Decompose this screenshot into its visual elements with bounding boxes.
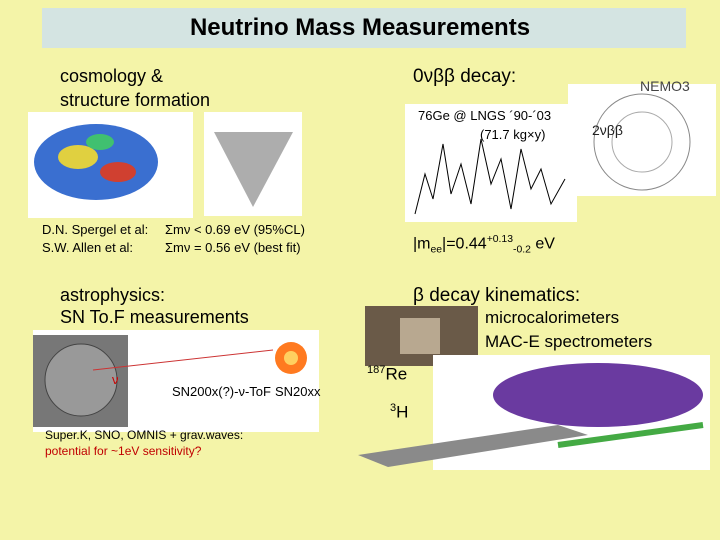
result-part: -0.2 (512, 244, 531, 256)
supernova-image (33, 330, 319, 432)
heading: astrophysics: (60, 285, 166, 305)
title-box (42, 8, 686, 48)
result: |mee|=0.44+0.13-0.2 eV (413, 234, 555, 256)
plot-label: 76Ge @ LNGS ´90-´03 (418, 108, 552, 123)
method: microcalorimeters (485, 308, 620, 327)
reference-result: Σmν = 0.56 eV (best fit) (165, 240, 301, 255)
reference-result: Σmν < 0.69 eV (95%CL) (165, 222, 305, 237)
note: potential for ~1eV sensitivity? (45, 444, 202, 458)
image-label: SN200x(?)-ν-ToF (172, 384, 271, 399)
result-part: |=0.44 (442, 235, 487, 253)
isotope-mass: 187 (367, 364, 386, 376)
nemo3-image (568, 84, 716, 196)
mode-label: 2νββ (592, 122, 623, 138)
image-label: SN20xx (275, 384, 321, 399)
isotope-symbol: Re (385, 364, 408, 384)
result-part: ee (430, 244, 443, 256)
note: Super.K, SNO, OMNIS + grav.waves: (45, 428, 244, 442)
cosmology-images (28, 112, 302, 218)
method: MAC-E spectrometers (485, 332, 653, 351)
result-part: |m (413, 235, 431, 253)
heading: structure formation (60, 90, 211, 110)
isotope: 3H (390, 402, 408, 423)
detector-label: NEMO3 (640, 78, 690, 94)
result-part: +0.13 (486, 234, 513, 245)
reference-author: S.W. Allen et al: (42, 240, 134, 255)
heading: β decay kinematics: (413, 285, 581, 306)
heading: cosmology & (60, 66, 164, 86)
ge-spectrum-plot (405, 104, 577, 222)
isotope-symbol: H (396, 402, 409, 422)
heading: SN To.F measurements (60, 307, 249, 327)
result-part: eV (530, 235, 555, 253)
plot-label: (71.7 kg×y) (480, 127, 546, 142)
isotope: 187Re (367, 364, 407, 385)
heading: 0νββ decay: (413, 66, 517, 87)
reference-author: D.N. Spergel et al: (42, 222, 149, 237)
spectrometer-image (358, 355, 710, 470)
image-label: ν (112, 372, 119, 387)
isotope-mass: 3 (390, 402, 397, 414)
title: Neutrino Mass Measurements (189, 14, 531, 41)
